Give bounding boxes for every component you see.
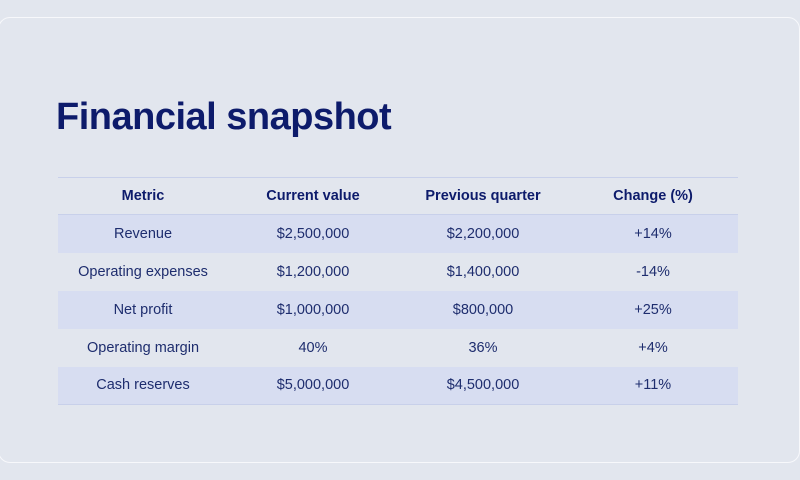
cell-change: +14% [634, 225, 672, 242]
table-row: Cash reserves $5,000,000 $4,500,000 +11% [58, 366, 738, 405]
table-row: Operating expenses $1,200,000 $1,400,000… [58, 253, 738, 291]
table-row: Net profit $1,000,000 $800,000 +25% [58, 290, 738, 329]
header-row: Metric Current value Previous quarter Ch… [58, 177, 738, 215]
cell-metric: Operating margin [86, 339, 200, 356]
financial-table: Metric Current value Previous quarter Ch… [58, 177, 738, 405]
header-current-value: Current value [266, 188, 360, 204]
table-row: Operating margin 40% 36% +4% [58, 329, 738, 367]
cell-current-value: 40% [298, 339, 328, 356]
cell-metric: Revenue [113, 225, 173, 242]
cell-change: -14% [636, 263, 670, 280]
cell-previous-quarter: $1,400,000 [446, 263, 520, 280]
cell-previous-quarter: $800,000 [452, 301, 514, 318]
page-title: Financial snapshot [56, 96, 392, 138]
cell-current-value: $2,500,000 [276, 225, 350, 242]
cell-metric: Operating expenses [78, 263, 208, 280]
table-header: Metric Current value Previous quarter Ch… [58, 177, 738, 215]
cell-previous-quarter: $2,200,000 [446, 225, 520, 242]
cell-change: +25% [634, 301, 672, 318]
cell-current-value: $5,000,000 [276, 377, 350, 394]
header-change: Change (%) [613, 188, 693, 204]
cell-change: +11% [634, 377, 672, 394]
cell-change: +4% [638, 339, 668, 356]
cell-current-value: $1,200,000 [276, 263, 350, 280]
cell-previous-quarter: 36% [468, 339, 498, 356]
table-row: Revenue $2,500,000 $2,200,000 +14% [58, 214, 738, 253]
slide-card [0, 17, 800, 463]
cell-current-value: $1,000,000 [276, 301, 350, 318]
header-previous-quarter: Previous quarter [425, 188, 541, 204]
cell-previous-quarter: $4,500,000 [446, 377, 520, 394]
cell-metric: Net profit [113, 301, 173, 318]
header-metric: Metric [121, 188, 165, 204]
cell-metric: Cash reserves [96, 377, 190, 394]
table-body: Revenue $2,500,000 $2,200,000 +14% Opera… [58, 214, 738, 405]
